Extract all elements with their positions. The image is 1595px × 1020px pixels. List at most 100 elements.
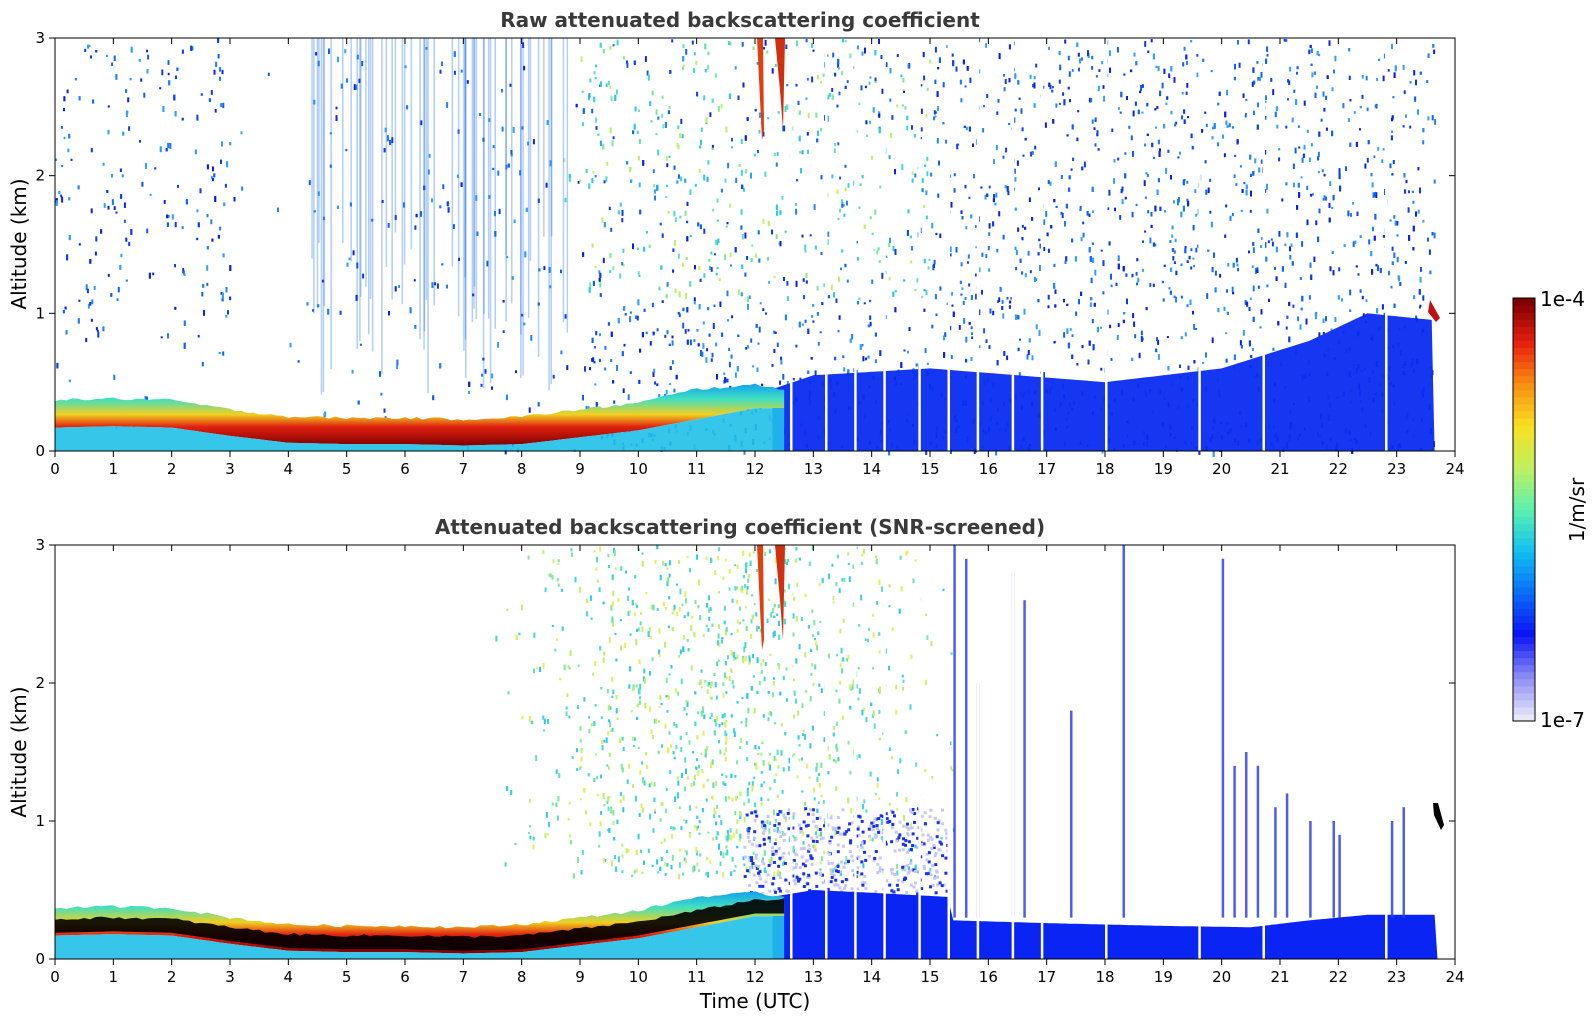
noise-pixel: [1299, 324, 1302, 330]
noise-pixel: [627, 610, 630, 616]
noise-pixel: [697, 825, 700, 829]
noise-pixel: [1136, 282, 1138, 286]
noise-pixel: [710, 684, 712, 689]
noise-pixel: [626, 62, 629, 68]
noise-pixel: [636, 130, 639, 135]
noise-pixel: [933, 116, 935, 121]
data-gap-line: [1011, 38, 1015, 451]
noise-pixel: [731, 146, 733, 149]
noise-pixel: [1074, 256, 1077, 262]
noise-pixel: [1222, 134, 1224, 139]
noise-pixel: [1264, 100, 1267, 103]
noise-pixel: [431, 198, 433, 203]
noise-pixel: [985, 43, 987, 48]
noise-pixel: [666, 863, 669, 867]
noise-pixel: [720, 851, 722, 856]
noise-pixel: [1076, 137, 1079, 142]
noise-pixel: [869, 120, 871, 125]
noise-pixel: [1419, 276, 1422, 283]
noise-pixel: [1182, 62, 1185, 67]
noise-pixel: [492, 167, 495, 170]
noise-pixel: [1214, 270, 1217, 276]
noise-pixel: [776, 152, 779, 156]
noise-pixel: [767, 221, 770, 227]
noise-pixel: [174, 264, 176, 268]
noise-pixel: [664, 122, 667, 128]
noise-pixel: [796, 615, 799, 622]
noise-pixel: [196, 209, 199, 213]
noise-pixel: [371, 38, 374, 352]
noise-pixel: [810, 672, 813, 676]
noise-pixel: [159, 146, 162, 153]
noise-pixel: [995, 145, 998, 151]
noise-pixel: [1289, 254, 1292, 260]
noise-pixel: [1055, 205, 1058, 208]
noise-pixel: [641, 761, 644, 765]
noise-pixel: [669, 366, 672, 370]
noise-pixel: [1070, 168, 1073, 171]
noise-pixel: [811, 609, 814, 613]
noise-pixel: [820, 80, 822, 84]
noise-pixel: [900, 362, 903, 368]
noise-pixel: [808, 776, 811, 779]
noise-pixel: [1205, 189, 1208, 195]
noise-pixel: [680, 826, 683, 830]
noise-pixel: [1260, 245, 1262, 248]
noise-pixel: [563, 664, 566, 671]
noise-pixel: [649, 635, 652, 639]
noise-pixel: [1089, 256, 1092, 262]
noise-pixel: [890, 133, 893, 138]
noise-pixel: [85, 284, 88, 291]
noise-pixel: [619, 202, 622, 207]
noise-pixel: [811, 634, 814, 637]
noise-pixel: [745, 740, 748, 745]
noise-pixel: [855, 546, 858, 549]
noise-pixel: [837, 329, 840, 333]
noise-pixel: [1275, 246, 1278, 253]
noise-pixel: [697, 711, 700, 715]
noise-pixel: [1260, 159, 1263, 164]
noise-pixel: [1300, 307, 1303, 311]
noise-pixel: [872, 632, 875, 638]
noise-pixel: [591, 108, 594, 114]
noise-pixel: [923, 204, 926, 208]
noise-pixel: [613, 550, 616, 556]
noise-pixel: [577, 705, 579, 709]
noise-pixel: [725, 720, 728, 723]
noise-pixel: [1359, 235, 1362, 238]
noise-pixel: [842, 657, 845, 662]
noise-pixel: [703, 228, 706, 234]
noise-pixel: [937, 67, 940, 70]
noise-pixel: [605, 176, 608, 182]
noise-pixel: [814, 664, 817, 670]
noise-pixel: [943, 335, 946, 341]
noise-pixel: [654, 808, 656, 813]
noise-pixel: [168, 80, 171, 86]
noise-pixel: [1417, 167, 1420, 171]
noise-pixel: [1194, 189, 1197, 194]
noise-pixel: [652, 371, 655, 377]
noise-pixel: [1404, 261, 1407, 264]
noise-pixel: [1211, 267, 1214, 273]
noise-pixel: [1339, 185, 1342, 192]
noise-pixel: [90, 55, 92, 59]
noise-pixel: [100, 229, 103, 234]
noise-pixel: [1310, 63, 1313, 66]
noise-pixel: [1033, 276, 1036, 282]
noise-pixel: [308, 180, 311, 186]
noise-pixel: [723, 620, 726, 625]
noise-pixel: [1158, 151, 1161, 157]
noise-pixel: [653, 368, 656, 373]
noise-pixel: [612, 266, 615, 271]
noise-pixel: [656, 859, 659, 865]
noise-pixel: [1180, 295, 1183, 299]
noise-pixel: [146, 396, 148, 400]
noise-pixel: [1371, 269, 1374, 275]
noise-pixel: [599, 333, 601, 337]
noise-pixel: [871, 232, 874, 235]
noise-pixel: [987, 246, 990, 251]
noise-pixel: [330, 38, 332, 369]
noise-pixel: [1059, 102, 1061, 105]
noise-pixel: [780, 723, 783, 727]
noise-pixel: [1119, 111, 1122, 114]
